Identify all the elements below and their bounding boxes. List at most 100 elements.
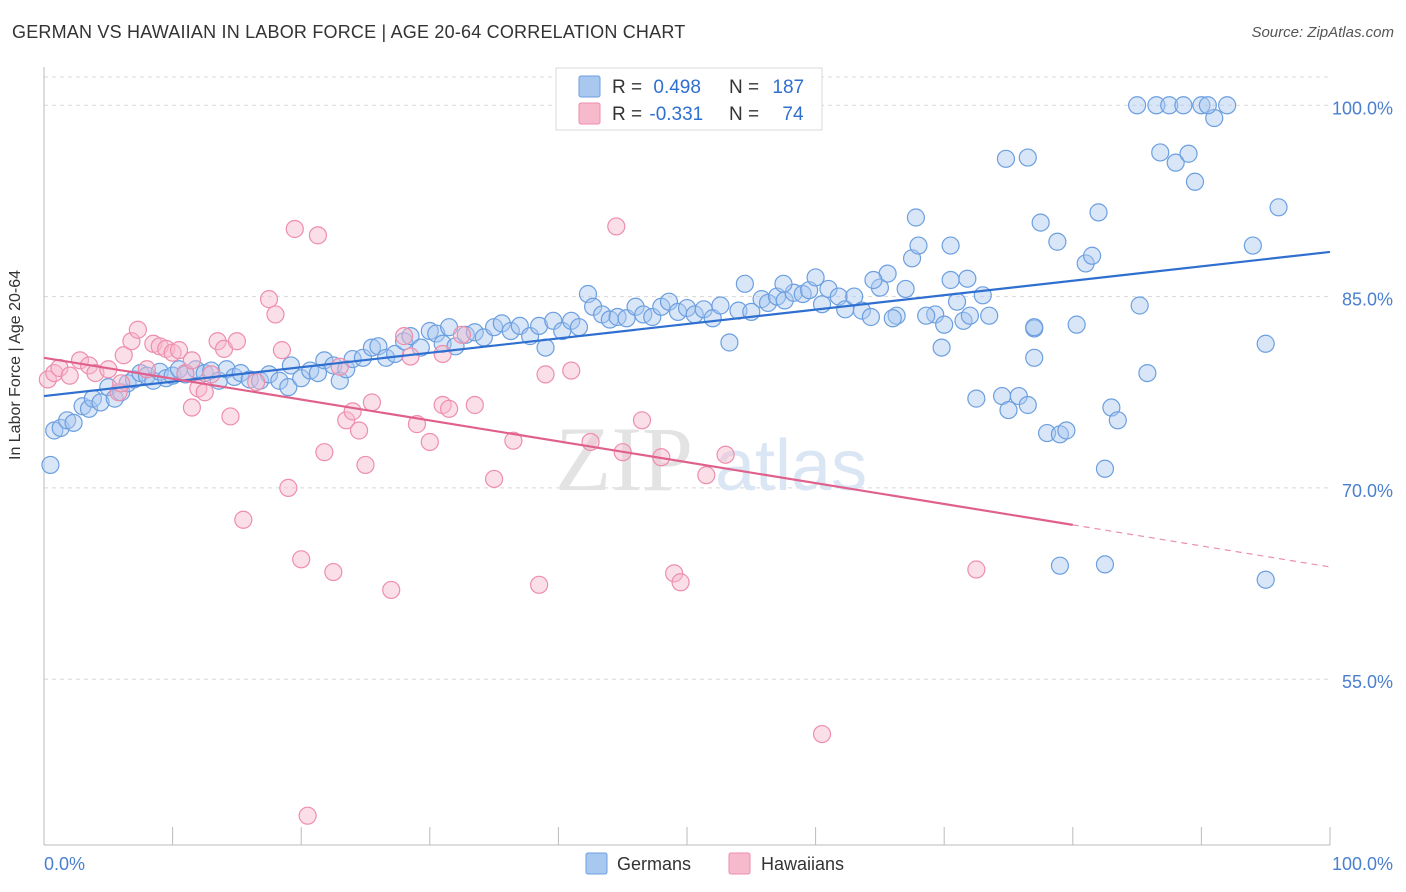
hawaiian-point-52 bbox=[452, 325, 472, 344]
y-tick-label-0: 55.0% bbox=[1342, 672, 1393, 692]
legend-swatch-germans bbox=[578, 75, 601, 98]
german-point-156 bbox=[1050, 556, 1070, 575]
german-point-142 bbox=[1138, 363, 1157, 383]
german-point-136 bbox=[1082, 246, 1102, 265]
german-point-44 bbox=[362, 338, 382, 357]
german-point-80 bbox=[659, 292, 679, 311]
hawaiian-point-41 bbox=[343, 402, 362, 421]
hawaiian-point-35 bbox=[298, 806, 317, 825]
hawaiian-point-31 bbox=[272, 341, 292, 360]
german-point-151 bbox=[1198, 96, 1217, 115]
german-point-104 bbox=[852, 301, 871, 320]
german-point-119 bbox=[980, 306, 999, 325]
german-point-160 bbox=[1256, 570, 1275, 589]
german-point-133 bbox=[1057, 421, 1076, 440]
hawaiian-point-32 bbox=[279, 478, 298, 497]
german-point-163 bbox=[1025, 318, 1044, 337]
german-point-149 bbox=[1147, 96, 1166, 115]
german-point-164 bbox=[917, 306, 936, 325]
hawaiian-point-38 bbox=[324, 562, 343, 582]
y-tick-label-2: 85.0% bbox=[1342, 290, 1393, 310]
german-point-24 bbox=[202, 361, 221, 380]
german-point-120 bbox=[967, 389, 986, 408]
german-point-0 bbox=[41, 455, 60, 475]
axes bbox=[43, 67, 1331, 846]
hawaiian-point-37 bbox=[315, 443, 334, 462]
svg-text:N = 74: N = 74 bbox=[729, 104, 804, 125]
x-tick-label-min: 0.0% bbox=[44, 854, 85, 874]
german-point-66 bbox=[544, 311, 563, 330]
hawaiian-point-17 bbox=[169, 341, 189, 360]
german-point-49 bbox=[401, 327, 420, 346]
hawaiian-point-27 bbox=[234, 510, 253, 529]
svg-text:R = -0.331: R = -0.331 bbox=[612, 104, 703, 125]
trendlines bbox=[43, 250, 1331, 568]
german-point-6 bbox=[79, 399, 99, 418]
legend-r-value-hawaiians: -0.331 bbox=[649, 104, 703, 125]
hawaiian-point-26 bbox=[227, 332, 246, 351]
german-point-78 bbox=[643, 307, 662, 327]
y-tick-label-3: 100.0% bbox=[1332, 98, 1393, 118]
german-point-144 bbox=[1179, 144, 1198, 163]
german-point-50 bbox=[411, 338, 430, 357]
hawaiian-point-65 bbox=[671, 573, 690, 592]
german-point-124 bbox=[1018, 395, 1037, 415]
hawaiian-point-71 bbox=[433, 344, 452, 364]
german-trendline bbox=[43, 250, 1331, 398]
legend-r-value-germans: 0.498 bbox=[653, 77, 701, 98]
german-point-114 bbox=[941, 270, 960, 290]
german-point-65 bbox=[536, 338, 555, 357]
legend-n-label-hawaiians: N = bbox=[729, 104, 764, 125]
german-point-111 bbox=[909, 236, 928, 255]
bottom-legend: Germans Hawaiians bbox=[585, 852, 844, 875]
german-point-69 bbox=[569, 318, 589, 337]
hawaiian-point-55 bbox=[504, 431, 523, 450]
hawaiian-trendline bbox=[43, 356, 1073, 526]
german-point-32 bbox=[270, 371, 289, 390]
german-point-140 bbox=[1108, 411, 1127, 430]
german-point-125 bbox=[1037, 423, 1057, 443]
chart-title: GERMAN VS HAWAIIAN IN LABOR FORCE | AGE … bbox=[12, 22, 686, 42]
german-point-105 bbox=[861, 307, 880, 327]
german-point-33 bbox=[279, 378, 298, 397]
german-point-98 bbox=[806, 268, 825, 287]
legend-n-value-germans: 187 bbox=[772, 77, 804, 98]
german-point-76 bbox=[626, 297, 645, 316]
german-point-127 bbox=[1018, 148, 1037, 167]
german-point-167 bbox=[883, 309, 902, 328]
german-point-113 bbox=[932, 338, 951, 357]
german-point-61 bbox=[501, 321, 520, 341]
hawaiian-point-22 bbox=[202, 365, 221, 384]
german-point-4 bbox=[64, 413, 83, 432]
watermark-atlas: atlas bbox=[715, 426, 867, 506]
hawaiian-point-30 bbox=[266, 305, 285, 324]
legend-swatch-hawaiians bbox=[578, 102, 601, 125]
german-point-161 bbox=[935, 315, 954, 334]
hawaiian-point-40 bbox=[337, 411, 356, 430]
hawaiian-point-21 bbox=[195, 383, 214, 402]
source-credit: Source: ZipAtlas.com bbox=[1251, 24, 1394, 41]
hawaiian-point-25 bbox=[221, 407, 240, 426]
hawaiian-point-45 bbox=[382, 580, 401, 600]
german-point-166 bbox=[906, 208, 926, 227]
hawaiian-point-33 bbox=[285, 219, 304, 239]
hawaiian-point-69 bbox=[812, 724, 832, 744]
german-point-129 bbox=[1025, 348, 1044, 367]
hawaiian-point-49 bbox=[420, 432, 439, 452]
german-point-138 bbox=[1095, 459, 1115, 478]
german-point-122 bbox=[999, 400, 1018, 420]
x-tick-label-max: 100.0% bbox=[1332, 854, 1393, 874]
german-point-155 bbox=[1095, 555, 1115, 574]
svg-text:N = 187: N = 187 bbox=[729, 77, 804, 98]
legend-n-label-germans: N = bbox=[729, 77, 764, 98]
hawaiian-point-64 bbox=[665, 564, 684, 583]
german-point-115 bbox=[947, 292, 967, 311]
german-point-89 bbox=[735, 274, 754, 293]
bottom-legend-label-hawaiians: Hawaiians bbox=[761, 854, 844, 874]
hawaiian-point-10 bbox=[122, 332, 141, 351]
hawaiian-point-67 bbox=[697, 466, 716, 485]
german-point-157 bbox=[1243, 236, 1262, 255]
german-point-86 bbox=[711, 296, 730, 315]
german-point-131 bbox=[1048, 232, 1067, 251]
